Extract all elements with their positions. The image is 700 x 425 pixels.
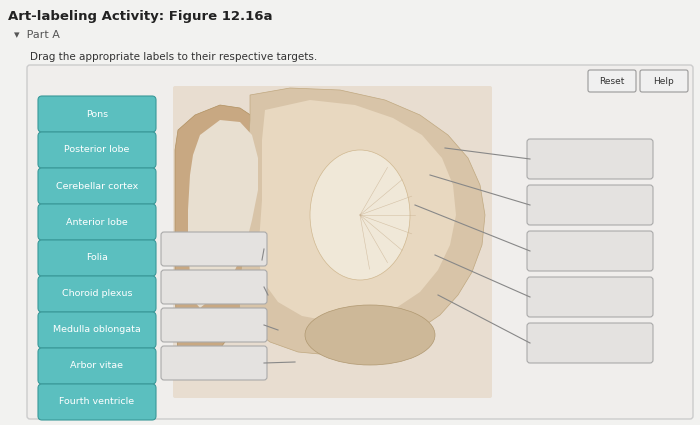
Text: Pons: Pons xyxy=(86,110,108,119)
FancyBboxPatch shape xyxy=(38,276,156,312)
Text: Medulla oblongata: Medulla oblongata xyxy=(53,326,141,334)
Ellipse shape xyxy=(310,150,410,280)
Text: Drag the appropriate labels to their respective targets.: Drag the appropriate labels to their res… xyxy=(30,52,317,62)
Text: Cerebellar cortex: Cerebellar cortex xyxy=(56,181,138,190)
FancyBboxPatch shape xyxy=(38,312,156,348)
FancyBboxPatch shape xyxy=(38,96,156,132)
FancyBboxPatch shape xyxy=(527,277,653,317)
FancyBboxPatch shape xyxy=(588,70,636,92)
Text: Posterior lobe: Posterior lobe xyxy=(64,145,130,155)
FancyBboxPatch shape xyxy=(161,308,267,342)
FancyBboxPatch shape xyxy=(161,346,267,380)
FancyBboxPatch shape xyxy=(173,86,492,398)
Polygon shape xyxy=(175,105,272,370)
Polygon shape xyxy=(188,120,258,308)
Text: Choroid plexus: Choroid plexus xyxy=(62,289,132,298)
FancyBboxPatch shape xyxy=(38,168,156,204)
FancyBboxPatch shape xyxy=(161,232,267,266)
FancyBboxPatch shape xyxy=(527,323,653,363)
FancyBboxPatch shape xyxy=(38,132,156,168)
Text: Fourth ventricle: Fourth ventricle xyxy=(60,397,134,406)
Text: Anterior lobe: Anterior lobe xyxy=(66,218,128,227)
Text: ▾  Part A: ▾ Part A xyxy=(14,30,60,40)
FancyBboxPatch shape xyxy=(38,384,156,420)
FancyBboxPatch shape xyxy=(640,70,688,92)
Ellipse shape xyxy=(305,305,435,365)
Polygon shape xyxy=(238,88,485,355)
FancyBboxPatch shape xyxy=(527,139,653,179)
Text: Folia: Folia xyxy=(86,253,108,263)
Text: Arbor vitae: Arbor vitae xyxy=(71,362,123,371)
FancyBboxPatch shape xyxy=(527,185,653,225)
FancyBboxPatch shape xyxy=(27,65,693,419)
FancyBboxPatch shape xyxy=(38,240,156,276)
Polygon shape xyxy=(258,100,456,322)
Text: Reset: Reset xyxy=(599,76,624,85)
FancyBboxPatch shape xyxy=(161,270,267,304)
FancyBboxPatch shape xyxy=(38,204,156,240)
Text: Help: Help xyxy=(654,76,674,85)
Text: Art-labeling Activity: Figure 12.16a: Art-labeling Activity: Figure 12.16a xyxy=(8,10,272,23)
FancyBboxPatch shape xyxy=(527,231,653,271)
FancyBboxPatch shape xyxy=(38,348,156,384)
